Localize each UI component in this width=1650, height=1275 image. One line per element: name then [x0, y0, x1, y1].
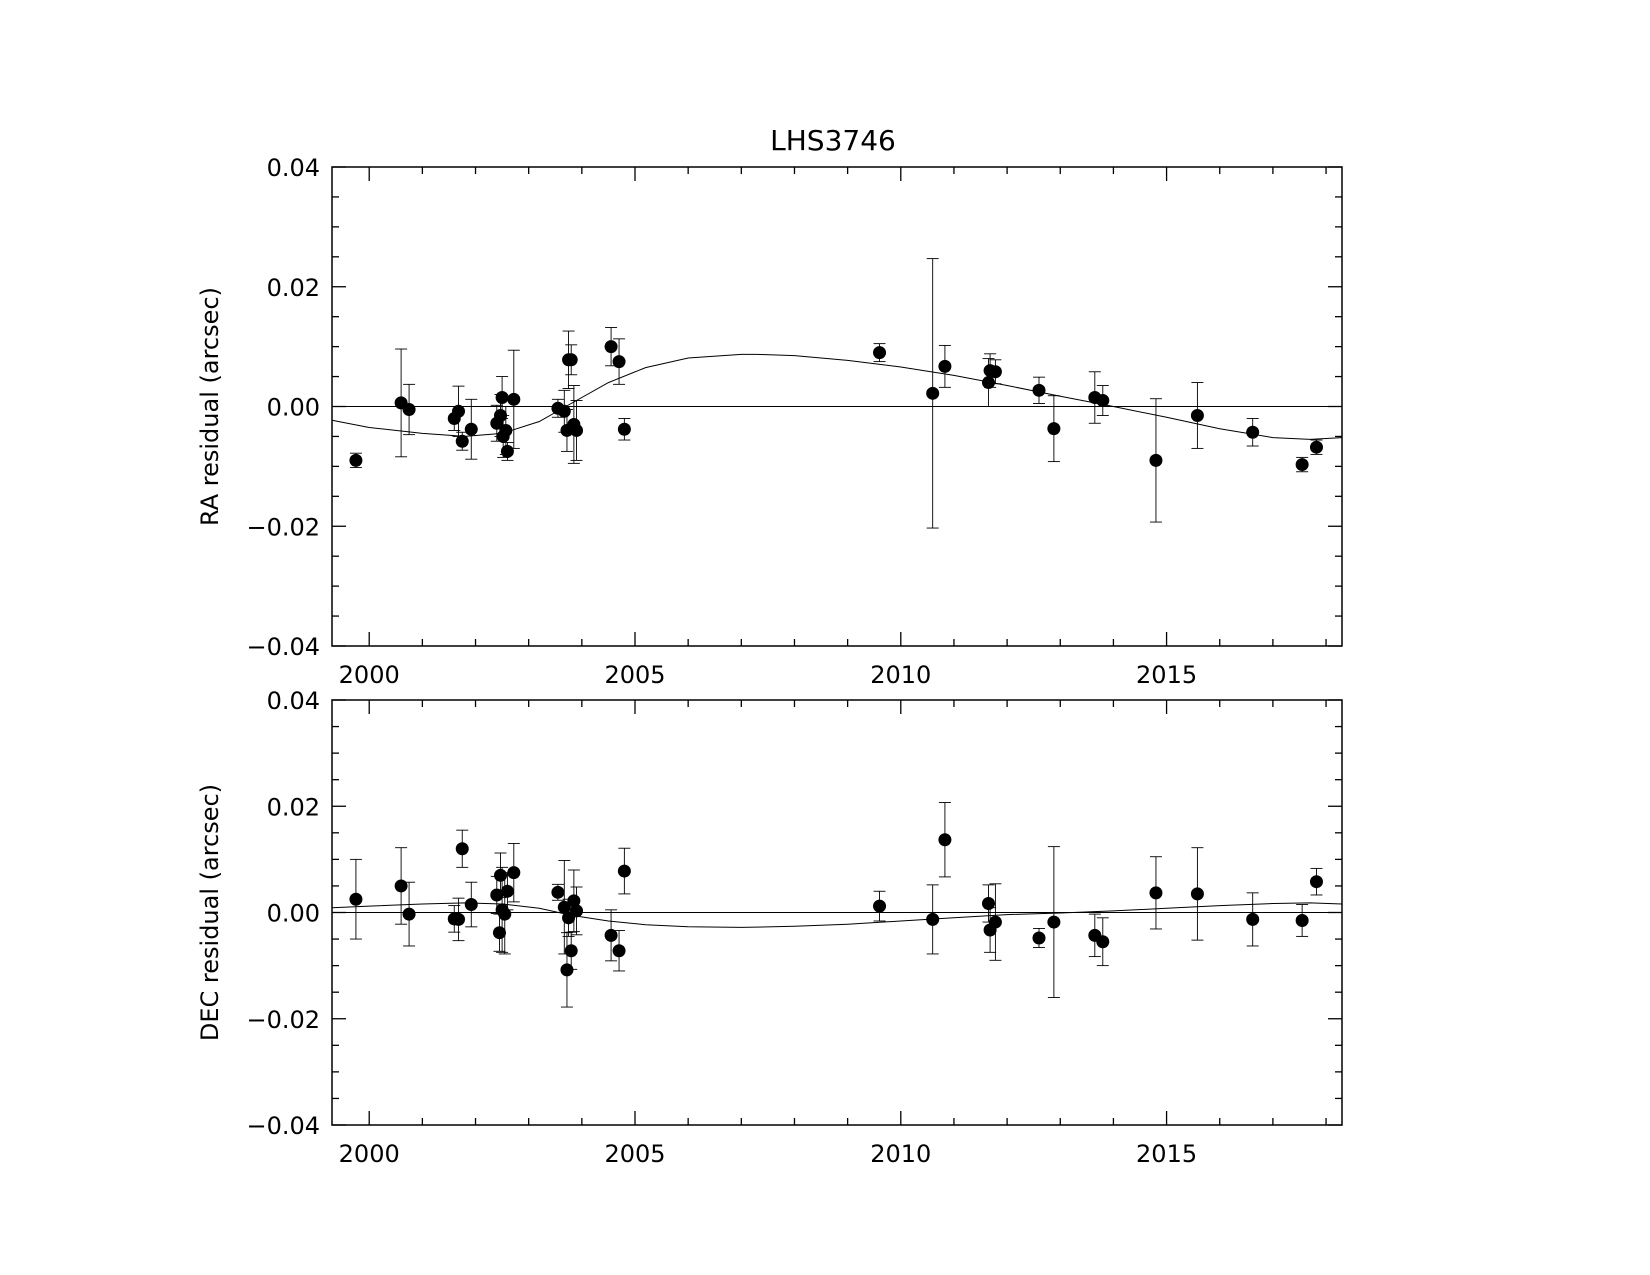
ra-x-tick-label: 2000: [339, 661, 400, 689]
dec-y-axis-title: DEC residual (arcsec): [196, 784, 224, 1041]
ra-data-point: [455, 434, 469, 448]
dec-data-point: [402, 907, 416, 921]
ra-data-point: [1295, 458, 1309, 472]
ra-y-tick-label: −0.02: [246, 513, 320, 541]
ra-data-point: [402, 402, 416, 416]
dec-y-tick-label: 0.02: [267, 793, 320, 821]
ra-data-point: [349, 453, 363, 467]
ra-data-point: [557, 404, 571, 418]
ra-data-point: [1246, 425, 1260, 439]
dec-data-point: [1047, 915, 1061, 929]
dec-data-point: [926, 912, 940, 926]
dec-data-point: [1032, 931, 1046, 945]
dec-data-point: [394, 879, 408, 893]
dec-data-point: [1096, 935, 1110, 949]
dec-data-point: [982, 896, 995, 910]
ra-y-tick-label: 0.00: [267, 394, 320, 422]
ra-y-axis-title: RA residual (arcsec): [196, 287, 224, 526]
dec-y-tick-label: 0.00: [267, 900, 320, 928]
ra-data-point: [1096, 394, 1110, 408]
ra-data-point: [604, 340, 618, 354]
dec-x-tick-label: 2015: [1136, 1140, 1197, 1168]
ra-x-tick-label: 2010: [870, 661, 931, 689]
dec-data-point: [349, 892, 363, 906]
ra-data-point: [507, 392, 521, 406]
dec-data-point: [507, 866, 521, 880]
dec-data-point: [873, 899, 887, 913]
dec-data-point: [455, 842, 469, 856]
ra-data-point: [1032, 383, 1046, 397]
dec-data-point: [564, 944, 578, 958]
ra-model-curve: [331, 353, 1343, 440]
dec-data-point: [492, 926, 506, 940]
ra-data-point: [617, 422, 631, 436]
ra-data-point: [495, 391, 509, 405]
ra-y-tick-label: 0.04: [267, 154, 320, 182]
dec-data-point: [612, 944, 626, 958]
dec-data-point: [500, 884, 514, 898]
chart-title: LHS3746: [770, 124, 896, 157]
dec-data-point: [617, 864, 631, 878]
dec-residual-panel: 2000 2005 2010 2015 −0.04 −0.02 0.00 0.02 0.04 DE…: [196, 687, 1343, 1168]
dec-y-tick-label: −0.04: [246, 1112, 320, 1140]
ra-data-point: [982, 376, 995, 390]
dec-data-point: [494, 868, 508, 882]
dec-data-point: [1190, 887, 1204, 901]
ra-y-tick-label: −0.04: [246, 633, 320, 661]
dec-data-point: [604, 928, 618, 942]
dec-data-point: [490, 888, 504, 902]
ra-data-point: [564, 353, 578, 367]
dec-data-point: [557, 900, 571, 914]
dec-data-point: [1149, 886, 1163, 900]
dec-data-point: [560, 963, 574, 977]
ra-data-point: [464, 422, 478, 436]
dec-x-tick-label: 2010: [870, 1140, 931, 1168]
ra-data-point: [452, 404, 466, 418]
ra-data-point: [988, 365, 1002, 379]
dec-data-point: [570, 904, 584, 918]
ra-data-point: [1309, 440, 1323, 454]
dec-data-point: [498, 907, 512, 921]
ra-y-tick-label: 0.02: [267, 274, 320, 302]
ra-data-point: [570, 423, 584, 437]
ra-data-point: [1190, 408, 1204, 422]
dec-y-tick-label: −0.02: [246, 1006, 320, 1034]
dec-x-tick-label: 2000: [339, 1140, 400, 1168]
dec-data-point: [1246, 912, 1260, 926]
dec-data-point: [988, 915, 1002, 929]
ra-x-tick-label: 2015: [1136, 661, 1197, 689]
ra-data-point: [926, 386, 940, 400]
dec-y-tick-label: 0.04: [267, 687, 320, 715]
dec-model-curve: [331, 902, 1343, 928]
dec-data-point: [938, 833, 952, 847]
dec-data-point: [464, 898, 478, 912]
ra-x-tick-label: 2005: [604, 661, 665, 689]
ra-data-point: [1149, 453, 1163, 467]
ra-data-point: [938, 359, 952, 373]
dec-data-point: [452, 912, 466, 926]
ra-residual-panel: 2000 2005 2010 2015 −0.04 −0.02 0.00 0.02 0.04 RA…: [196, 154, 1343, 689]
dec-data-point: [1295, 913, 1309, 927]
ra-data-point: [1047, 422, 1061, 436]
dec-x-tick-label: 2005: [604, 1140, 665, 1168]
ra-data-point: [500, 444, 514, 458]
ra-data-point: [873, 346, 887, 360]
dec-data-point: [1309, 875, 1323, 889]
ra-data-point: [499, 423, 513, 437]
dec-data-point: [567, 894, 581, 908]
ra-data-point: [612, 355, 626, 369]
dec-data-point: [551, 885, 565, 899]
